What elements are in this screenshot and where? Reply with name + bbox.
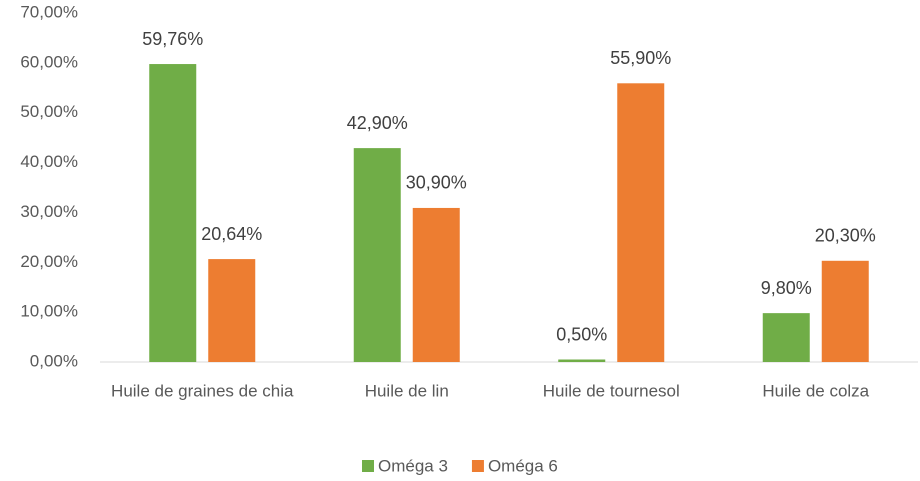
x-tick-label: Huile de colza [762,381,869,400]
x-tick-label: Huile de graines de chia [111,381,294,400]
bar [617,83,665,362]
value-label: 20,30% [815,226,876,246]
legend-swatch [471,460,484,472]
y-tick-label: 20,00% [20,252,78,271]
y-tick-label: 30,00% [20,202,78,221]
y-tick-label: 70,00% [20,2,78,21]
legend-swatch [362,460,374,472]
value-label: 42,90% [347,113,408,133]
value-label: 9,80% [761,278,812,298]
x-tick-label: Huile de tournesol [543,381,680,400]
bar [412,207,460,362]
bar [821,260,869,362]
bar [558,359,606,362]
bar [353,148,401,362]
y-tick-label: 50,00% [20,102,78,121]
bar [208,259,256,362]
y-tick-label: 10,00% [20,302,78,321]
y-tick-label: 40,00% [20,152,78,171]
value-label: 59,76% [142,29,203,49]
legend-label: Oméga 3 [378,456,448,475]
x-tick-label: Huile de lin [365,381,449,400]
value-label: 20,64% [201,224,262,244]
y-tick-label: 0,00% [30,351,78,370]
value-label: 30,90% [406,173,467,193]
bar [762,313,810,362]
y-tick-label: 60,00% [20,52,78,71]
value-label: 55,90% [610,48,671,68]
bar [149,64,197,362]
legend-label: Oméga 6 [488,456,558,475]
value-label: 0,50% [556,324,607,344]
